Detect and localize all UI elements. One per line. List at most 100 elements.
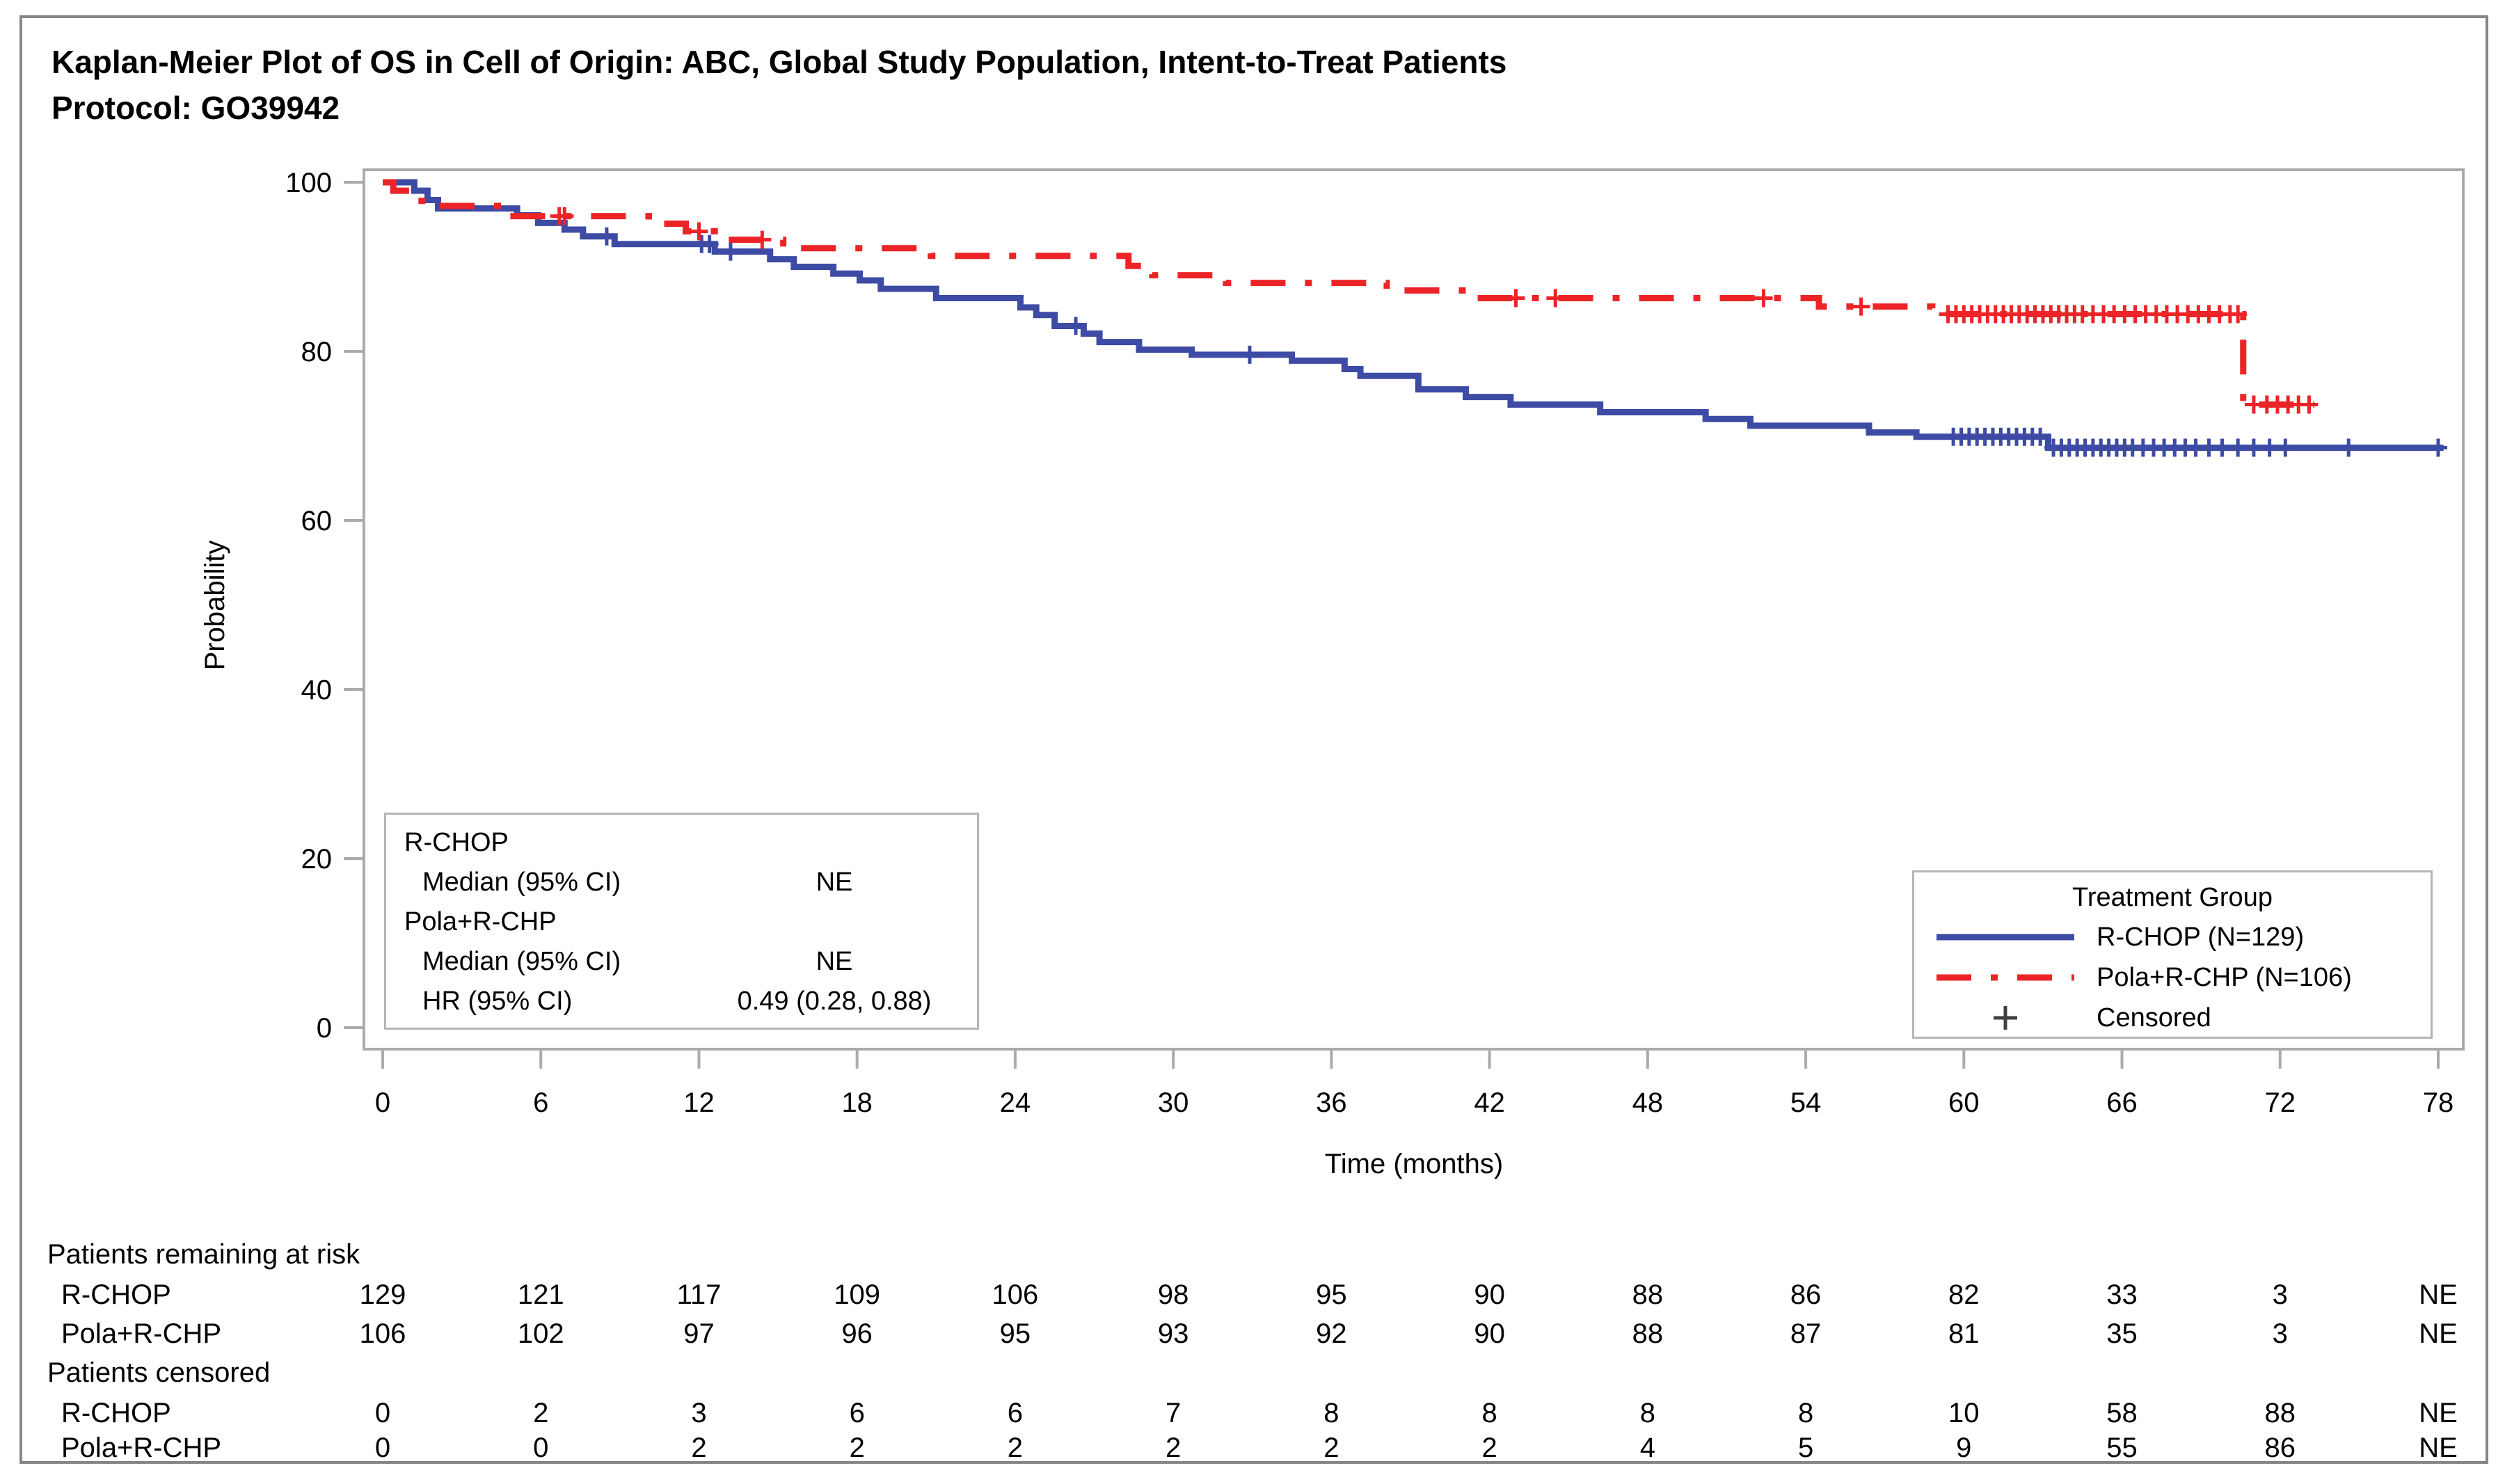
x-tick-label: 36 bbox=[1316, 1087, 1347, 1118]
x-tick-label: 0 bbox=[375, 1087, 390, 1118]
legend-item: Pola+R-CHP (N=106) bbox=[1914, 957, 2431, 998]
risk-count: 109 bbox=[834, 1279, 881, 1310]
stats-row-label: Pola+R-CHP bbox=[404, 907, 557, 936]
risk-count: 88 bbox=[1632, 1318, 1664, 1349]
figure-title: Kaplan-Meier Plot of OS in Cell of Origi… bbox=[51, 44, 1507, 80]
risk-count: NE bbox=[2419, 1398, 2458, 1428]
y-axis-label: Probability bbox=[200, 541, 230, 671]
stats-row: R-CHOP bbox=[386, 823, 977, 863]
risk-count: 121 bbox=[517, 1279, 564, 1310]
stats-row: Median (95% CI) NE bbox=[386, 863, 977, 902]
risk-count: 9 bbox=[1956, 1433, 1972, 1463]
risk-count: 95 bbox=[999, 1318, 1031, 1349]
risk-count: 3 bbox=[2272, 1279, 2288, 1310]
legend: Treatment Group R-CHOP (N=129) Pola+R-CH… bbox=[1912, 870, 2433, 1039]
risk-count: 86 bbox=[2264, 1433, 2296, 1463]
risk-count: 87 bbox=[1790, 1318, 1822, 1349]
censor-mark bbox=[2031, 427, 2050, 446]
stats-row-label: Median (95% CI) bbox=[422, 868, 621, 897]
stats-row-label: HR (95% CI) bbox=[422, 987, 573, 1016]
censor-mark bbox=[2229, 305, 2248, 324]
risk-count: 2 bbox=[1481, 1433, 1497, 1463]
risk-count: 106 bbox=[359, 1318, 406, 1349]
y-tick-label: 40 bbox=[301, 675, 333, 705]
risk-count: 7 bbox=[1166, 1398, 1182, 1428]
plot-border bbox=[363, 168, 2465, 1051]
risk-count: 97 bbox=[683, 1318, 715, 1349]
legend-item: Censored bbox=[1914, 998, 2431, 1038]
risk-count: 5 bbox=[1797, 1433, 1814, 1463]
risk-count: 117 bbox=[676, 1279, 722, 1310]
risk-count: 3 bbox=[691, 1398, 707, 1428]
risk-table-row-label: Pola+R-CHP bbox=[61, 1318, 222, 1349]
risk-count: 88 bbox=[1632, 1279, 1664, 1310]
censor-mark bbox=[700, 234, 719, 253]
x-tick-label: 12 bbox=[683, 1087, 715, 1118]
risk-count: 2 bbox=[1323, 1433, 1339, 1463]
x-tick-label: 60 bbox=[1948, 1087, 1980, 1118]
censor-mark bbox=[2229, 438, 2248, 457]
stats-row: HR (95% CI) 0.49 (0.28, 0.88) bbox=[386, 982, 977, 1021]
x-tick-label: 48 bbox=[1632, 1087, 1664, 1118]
y-tick-label: 60 bbox=[301, 506, 333, 536]
risk-table-section-header: Patients censored bbox=[47, 1357, 271, 1388]
stats-row-label: Median (95% CI) bbox=[422, 947, 621, 976]
risk-table-section-header: Patients remaining at risk bbox=[47, 1239, 360, 1270]
risk-count: 92 bbox=[1316, 1318, 1347, 1349]
risk-count: 106 bbox=[992, 1279, 1039, 1310]
risk-count: 96 bbox=[841, 1318, 873, 1349]
risk-count: NE bbox=[2419, 1433, 2458, 1463]
y-tick-label: 20 bbox=[301, 844, 333, 875]
risk-count: NE bbox=[2419, 1318, 2458, 1349]
censor-mark bbox=[2300, 395, 2319, 414]
x-tick-label: 6 bbox=[533, 1087, 548, 1118]
risk-count: 129 bbox=[359, 1279, 406, 1310]
censor-mark bbox=[690, 222, 708, 241]
censor-mark bbox=[2260, 438, 2279, 457]
censor-mark bbox=[2339, 438, 2358, 457]
stats-row-value: NE bbox=[816, 868, 853, 897]
figure-frame bbox=[19, 15, 2488, 1464]
legend-item: R-CHOP (N=129) bbox=[1914, 917, 2431, 957]
km-curve-r-chop bbox=[383, 179, 2444, 452]
censor-mark bbox=[597, 227, 616, 246]
censor-mark bbox=[1240, 345, 1259, 364]
risk-count: 2 bbox=[691, 1433, 707, 1463]
censor-mark bbox=[2244, 438, 2263, 457]
stats-row-value: NE bbox=[816, 947, 853, 976]
x-tick-label: 24 bbox=[1000, 1087, 1031, 1118]
censor-mark bbox=[2276, 438, 2295, 457]
risk-count: NE bbox=[2419, 1279, 2458, 1310]
risk-count: 8 bbox=[1639, 1398, 1655, 1428]
dash-dot-line-icon bbox=[1937, 974, 2074, 981]
risk-count: 4 bbox=[1639, 1433, 1655, 1463]
risk-count: 2 bbox=[1166, 1433, 1182, 1463]
risk-count: 55 bbox=[2106, 1433, 2138, 1463]
censor-mark bbox=[1754, 289, 1773, 308]
stats-box: R-CHOP Median (95% CI) NE Pola+R-CHP Med… bbox=[384, 813, 979, 1030]
censored-plus-icon bbox=[1994, 1006, 2017, 1030]
risk-count: 90 bbox=[1474, 1279, 1505, 1310]
y-tick-label: 80 bbox=[301, 337, 333, 367]
risk-count: 2 bbox=[533, 1398, 549, 1428]
stats-row-label: R-CHOP bbox=[404, 828, 509, 857]
x-tick-label: 42 bbox=[1474, 1087, 1505, 1118]
risk-count: 93 bbox=[1157, 1318, 1189, 1349]
x-tick-label: 78 bbox=[2423, 1087, 2454, 1118]
y-tick-label: 0 bbox=[317, 1013, 332, 1044]
risk-table-row-label: R-CHOP bbox=[61, 1279, 171, 1310]
risk-table-row-label: Pola+R-CHP bbox=[61, 1433, 222, 1463]
risk-count: 33 bbox=[2106, 1279, 2138, 1310]
figure-subtitle: Protocol: GO39942 bbox=[51, 90, 340, 126]
risk-count: 0 bbox=[374, 1398, 391, 1428]
risk-count: 81 bbox=[1948, 1318, 1980, 1349]
risk-count: 6 bbox=[849, 1398, 865, 1428]
risk-count: 35 bbox=[2106, 1318, 2138, 1349]
risk-count: 2 bbox=[849, 1433, 865, 1463]
risk-count: 86 bbox=[1790, 1279, 1822, 1310]
risk-count: 8 bbox=[1481, 1398, 1497, 1428]
risk-count: 95 bbox=[1316, 1279, 1347, 1310]
stats-row: Median (95% CI) NE bbox=[386, 942, 977, 982]
censor-mark bbox=[753, 230, 772, 249]
